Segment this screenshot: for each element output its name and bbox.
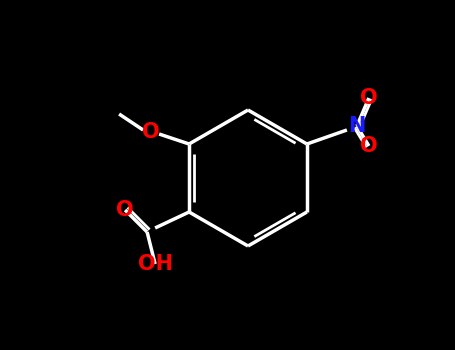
Text: O: O bbox=[360, 88, 378, 108]
Text: O: O bbox=[116, 200, 134, 220]
Text: O: O bbox=[360, 136, 378, 156]
Text: OH: OH bbox=[137, 254, 172, 274]
Text: N: N bbox=[348, 116, 365, 136]
Text: O: O bbox=[142, 122, 160, 142]
